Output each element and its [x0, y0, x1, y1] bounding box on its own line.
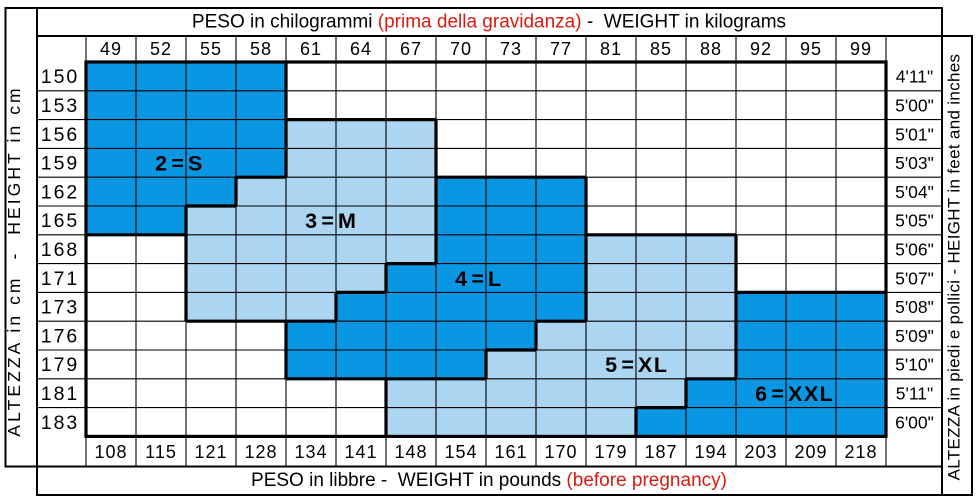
svg-text:99: 99 — [850, 39, 872, 59]
svg-text:141: 141 — [344, 442, 377, 462]
svg-text:156: 156 — [41, 124, 80, 146]
svg-text:171: 171 — [41, 268, 80, 290]
svg-text:5'00": 5'00" — [895, 96, 934, 116]
svg-text:5'11": 5'11" — [896, 384, 933, 404]
svg-text:173: 173 — [41, 297, 80, 319]
svg-text:ALTEZZA in piedi e pollici - H: ALTEZZA in piedi e pollici - HEIGHT in f… — [945, 54, 964, 481]
svg-text:5'01": 5'01" — [895, 124, 934, 144]
svg-text:148: 148 — [394, 442, 427, 462]
svg-text:XXL: XXL — [788, 382, 834, 406]
svg-text:187: 187 — [644, 442, 677, 462]
svg-text:218: 218 — [844, 442, 877, 462]
svg-text:85: 85 — [650, 39, 672, 59]
svg-text:181: 181 — [41, 383, 80, 405]
svg-text:2 =: 2 = — [155, 152, 184, 176]
svg-text:70: 70 — [450, 39, 472, 59]
svg-text:194: 194 — [694, 442, 727, 462]
svg-text:49: 49 — [100, 39, 122, 59]
svg-text:4'11": 4'11" — [896, 67, 933, 87]
svg-text:128: 128 — [244, 442, 277, 462]
svg-text:73: 73 — [500, 39, 522, 59]
svg-text:6'00": 6'00" — [895, 412, 934, 432]
svg-text:170: 170 — [544, 442, 577, 462]
svg-text:150: 150 — [41, 66, 80, 88]
svg-text:183: 183 — [41, 412, 80, 434]
svg-text:L: L — [488, 267, 503, 291]
svg-text:88: 88 — [700, 39, 722, 59]
svg-text:52: 52 — [150, 39, 172, 59]
svg-text:162: 162 — [41, 181, 80, 203]
svg-text:176: 176 — [41, 325, 80, 347]
svg-text:159: 159 — [41, 153, 80, 175]
svg-text:121: 121 — [194, 442, 227, 462]
svg-text:M: M — [338, 209, 357, 233]
svg-text:209: 209 — [794, 442, 827, 462]
svg-text:S: S — [188, 152, 204, 176]
svg-text:5'07": 5'07" — [895, 268, 934, 288]
svg-text:179: 179 — [594, 442, 627, 462]
svg-text:61: 61 — [300, 39, 322, 59]
svg-text:67: 67 — [400, 39, 422, 59]
svg-text:81: 81 — [600, 39, 622, 59]
svg-text:PESO in chilogrammi (prima del: PESO in chilogrammi (prima della gravida… — [192, 12, 786, 33]
svg-text:153: 153 — [41, 95, 80, 117]
svg-text:58: 58 — [250, 39, 272, 59]
svg-text:6 =: 6 = — [755, 382, 784, 406]
svg-text:134: 134 — [294, 442, 327, 462]
svg-text:77: 77 — [550, 39, 572, 59]
svg-text:5'08": 5'08" — [895, 297, 934, 317]
svg-text:4 =: 4 = — [455, 267, 484, 291]
svg-text:95: 95 — [800, 39, 822, 59]
svg-text:PESO in libbre - WEIGHT in po: PESO in libbre - WEIGHT in pounds (befor… — [251, 470, 727, 491]
svg-text:154: 154 — [444, 442, 477, 462]
svg-text:XL: XL — [638, 353, 668, 377]
svg-text:5'06": 5'06" — [895, 240, 934, 260]
svg-text:5'03": 5'03" — [895, 153, 934, 173]
svg-text:168: 168 — [41, 239, 80, 261]
svg-text:165: 165 — [41, 210, 80, 232]
svg-text:92: 92 — [750, 39, 772, 59]
svg-text:5'05": 5'05" — [895, 211, 934, 231]
svg-text:5 =: 5 = — [605, 353, 634, 377]
svg-text:161: 161 — [494, 442, 527, 462]
svg-text:64: 64 — [350, 39, 372, 59]
svg-text:5'04": 5'04" — [895, 182, 934, 202]
svg-text:179: 179 — [41, 354, 80, 376]
svg-text:ALTEZZA in cm - HEIGHT in cm: ALTEZZA in cm - HEIGHT in cm — [4, 85, 24, 436]
svg-text:5'10": 5'10" — [895, 355, 934, 375]
svg-text:5'09": 5'09" — [895, 326, 934, 346]
svg-text:55: 55 — [200, 39, 222, 59]
svg-text:203: 203 — [744, 442, 777, 462]
svg-text:115: 115 — [145, 442, 177, 462]
svg-text:3 =: 3 = — [305, 209, 334, 233]
svg-text:108: 108 — [94, 442, 127, 462]
